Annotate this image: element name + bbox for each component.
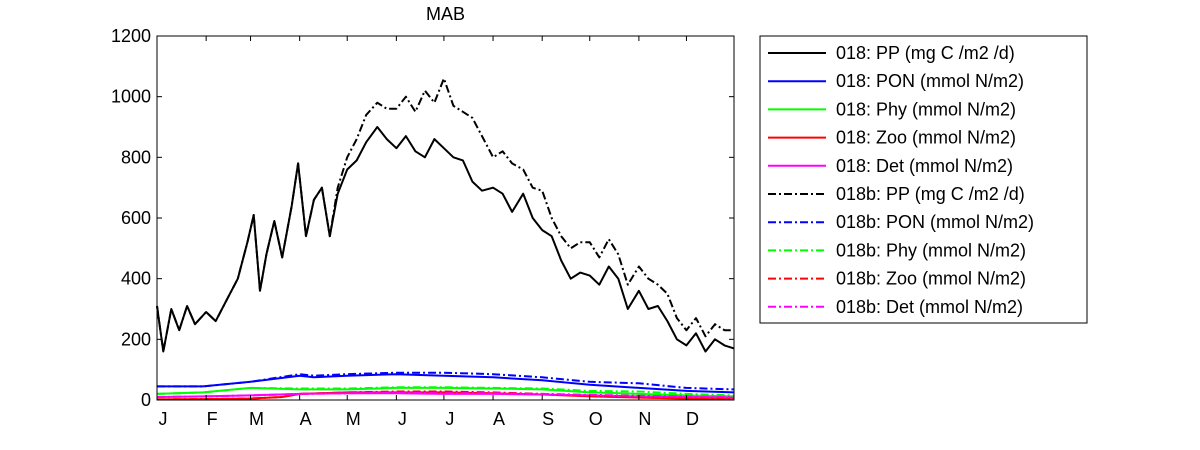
plot-area	[156, 35, 735, 401]
legend-label: 018: PON (mmol N/m2)	[836, 71, 1024, 91]
x-tick-label: N	[638, 409, 651, 429]
legend-label: 018: Phy (mmol N/m2)	[836, 99, 1016, 119]
legend-label: 018b: PON (mmol N/m2)	[836, 212, 1034, 232]
legend-label: 018: Det (mmol N/m2)	[836, 156, 1013, 176]
legend-box	[759, 35, 1088, 324]
x-tick-label: A	[493, 409, 505, 429]
legend-label: 018b: PP (mg C /m2 /d)	[836, 184, 1025, 204]
x-tick-label: S	[542, 409, 554, 429]
y-tick-label: 1200	[111, 26, 151, 46]
y-tick-label: 400	[121, 269, 151, 289]
series-line-7	[157, 371, 735, 391]
y-tick-label: 1000	[111, 87, 151, 107]
chart-title: MAB	[426, 4, 465, 24]
series-line-8	[156, 386, 735, 397]
legend-label: 018b: Zoo (mmol N/m2)	[836, 269, 1026, 289]
series-line-1	[156, 126, 735, 353]
series-line-3	[156, 386, 735, 398]
legend-label: 018: PP (mg C /m2 /d)	[836, 43, 1015, 63]
x-tick-label: F	[207, 409, 218, 429]
x-tick-label: J	[398, 409, 407, 429]
legend-label: 018: Zoo (mmol N/m2)	[836, 128, 1016, 148]
x-tick-label: D	[686, 409, 699, 429]
y-tick-label: 800	[121, 147, 151, 167]
series-layer	[156, 77, 735, 401]
y-tick-label: 200	[121, 329, 151, 349]
legend-label: 018b: Det (mmol N/m2)	[836, 297, 1023, 317]
x-tick-label: M	[249, 409, 264, 429]
x-tick-label: O	[589, 409, 603, 429]
series-line-6	[156, 77, 734, 353]
x-tick-label: J	[159, 409, 168, 429]
series-line-9	[156, 390, 735, 401]
legend-label: 018b: Phy (mmol N/m2)	[836, 240, 1026, 260]
y-tick-label: 0	[141, 390, 151, 410]
legend: 018: PP (mg C /m2 /d) 018: PON (mmol N/m2…	[759, 35, 1088, 324]
x-tick-label: M	[346, 409, 361, 429]
x-tick-label: J	[445, 409, 454, 429]
axes-layer: 0 200 400 600 800 1000 1200 J F M A M J J A S O N D	[111, 26, 734, 429]
y-tick-label: 600	[121, 208, 151, 228]
x-tick-label: A	[300, 409, 312, 429]
